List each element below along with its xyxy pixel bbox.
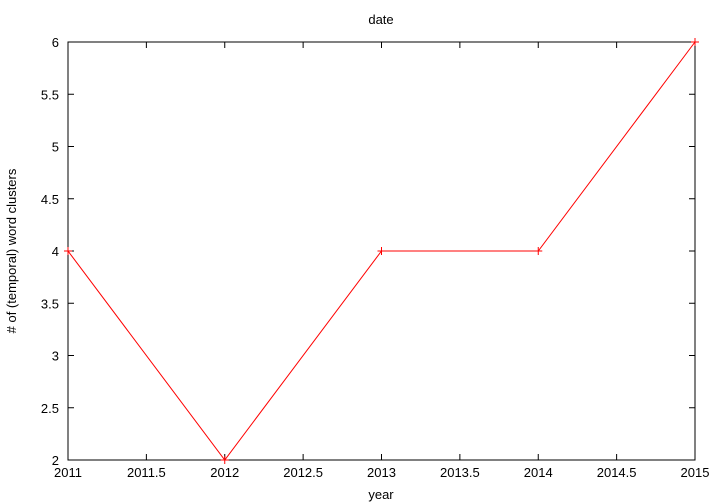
x-axis-label: year: [368, 487, 394, 502]
y-tick-label-5: 4.5: [41, 192, 59, 207]
data-point-0-2: [377, 247, 386, 255]
y-tick-label-3: 3.5: [41, 296, 59, 311]
x-tick-label-7: 2014.5: [597, 465, 637, 480]
x-tick-label-5: 2013.5: [440, 465, 480, 480]
y-tick-label-7: 5.5: [41, 87, 59, 102]
data-point-0-0: [64, 247, 72, 255]
y-tick-label-8: 6: [52, 35, 59, 50]
x-axis: 2011 2011.5 2012 2012.5 2013 2013.5 2014 2014.5…: [54, 42, 709, 480]
x-tick-label-2: 2012: [210, 465, 239, 480]
chart-title: date: [368, 12, 393, 27]
y-axis-label: # of (temporal) word clusters: [4, 168, 19, 333]
y-tick-label-6: 5: [52, 140, 59, 155]
data-point-0-3: [534, 247, 543, 255]
x-tick-label-0: 2011: [54, 465, 82, 480]
x-tick-label-8: 2015: [681, 465, 710, 480]
x-tick-label-3: 2012.5: [283, 465, 323, 480]
series-layer: [64, 38, 699, 464]
y-tick-label-0: 2: [52, 453, 59, 468]
y-axis: 2 2.5 3 3.5 4 4.5 5 5.5 6: [41, 35, 695, 468]
data-point-0-4: [691, 38, 699, 46]
y-tick-label-2: 3: [52, 349, 59, 364]
x-tick-label-4: 2013: [367, 465, 396, 480]
x-tick-label-1: 2011.5: [127, 465, 166, 480]
y-tick-label-4: 4: [52, 244, 59, 259]
x-tick-label-6: 2014: [524, 465, 553, 480]
data-point-0-1: [220, 456, 229, 464]
y-tick-label-1: 2.5: [41, 401, 59, 416]
